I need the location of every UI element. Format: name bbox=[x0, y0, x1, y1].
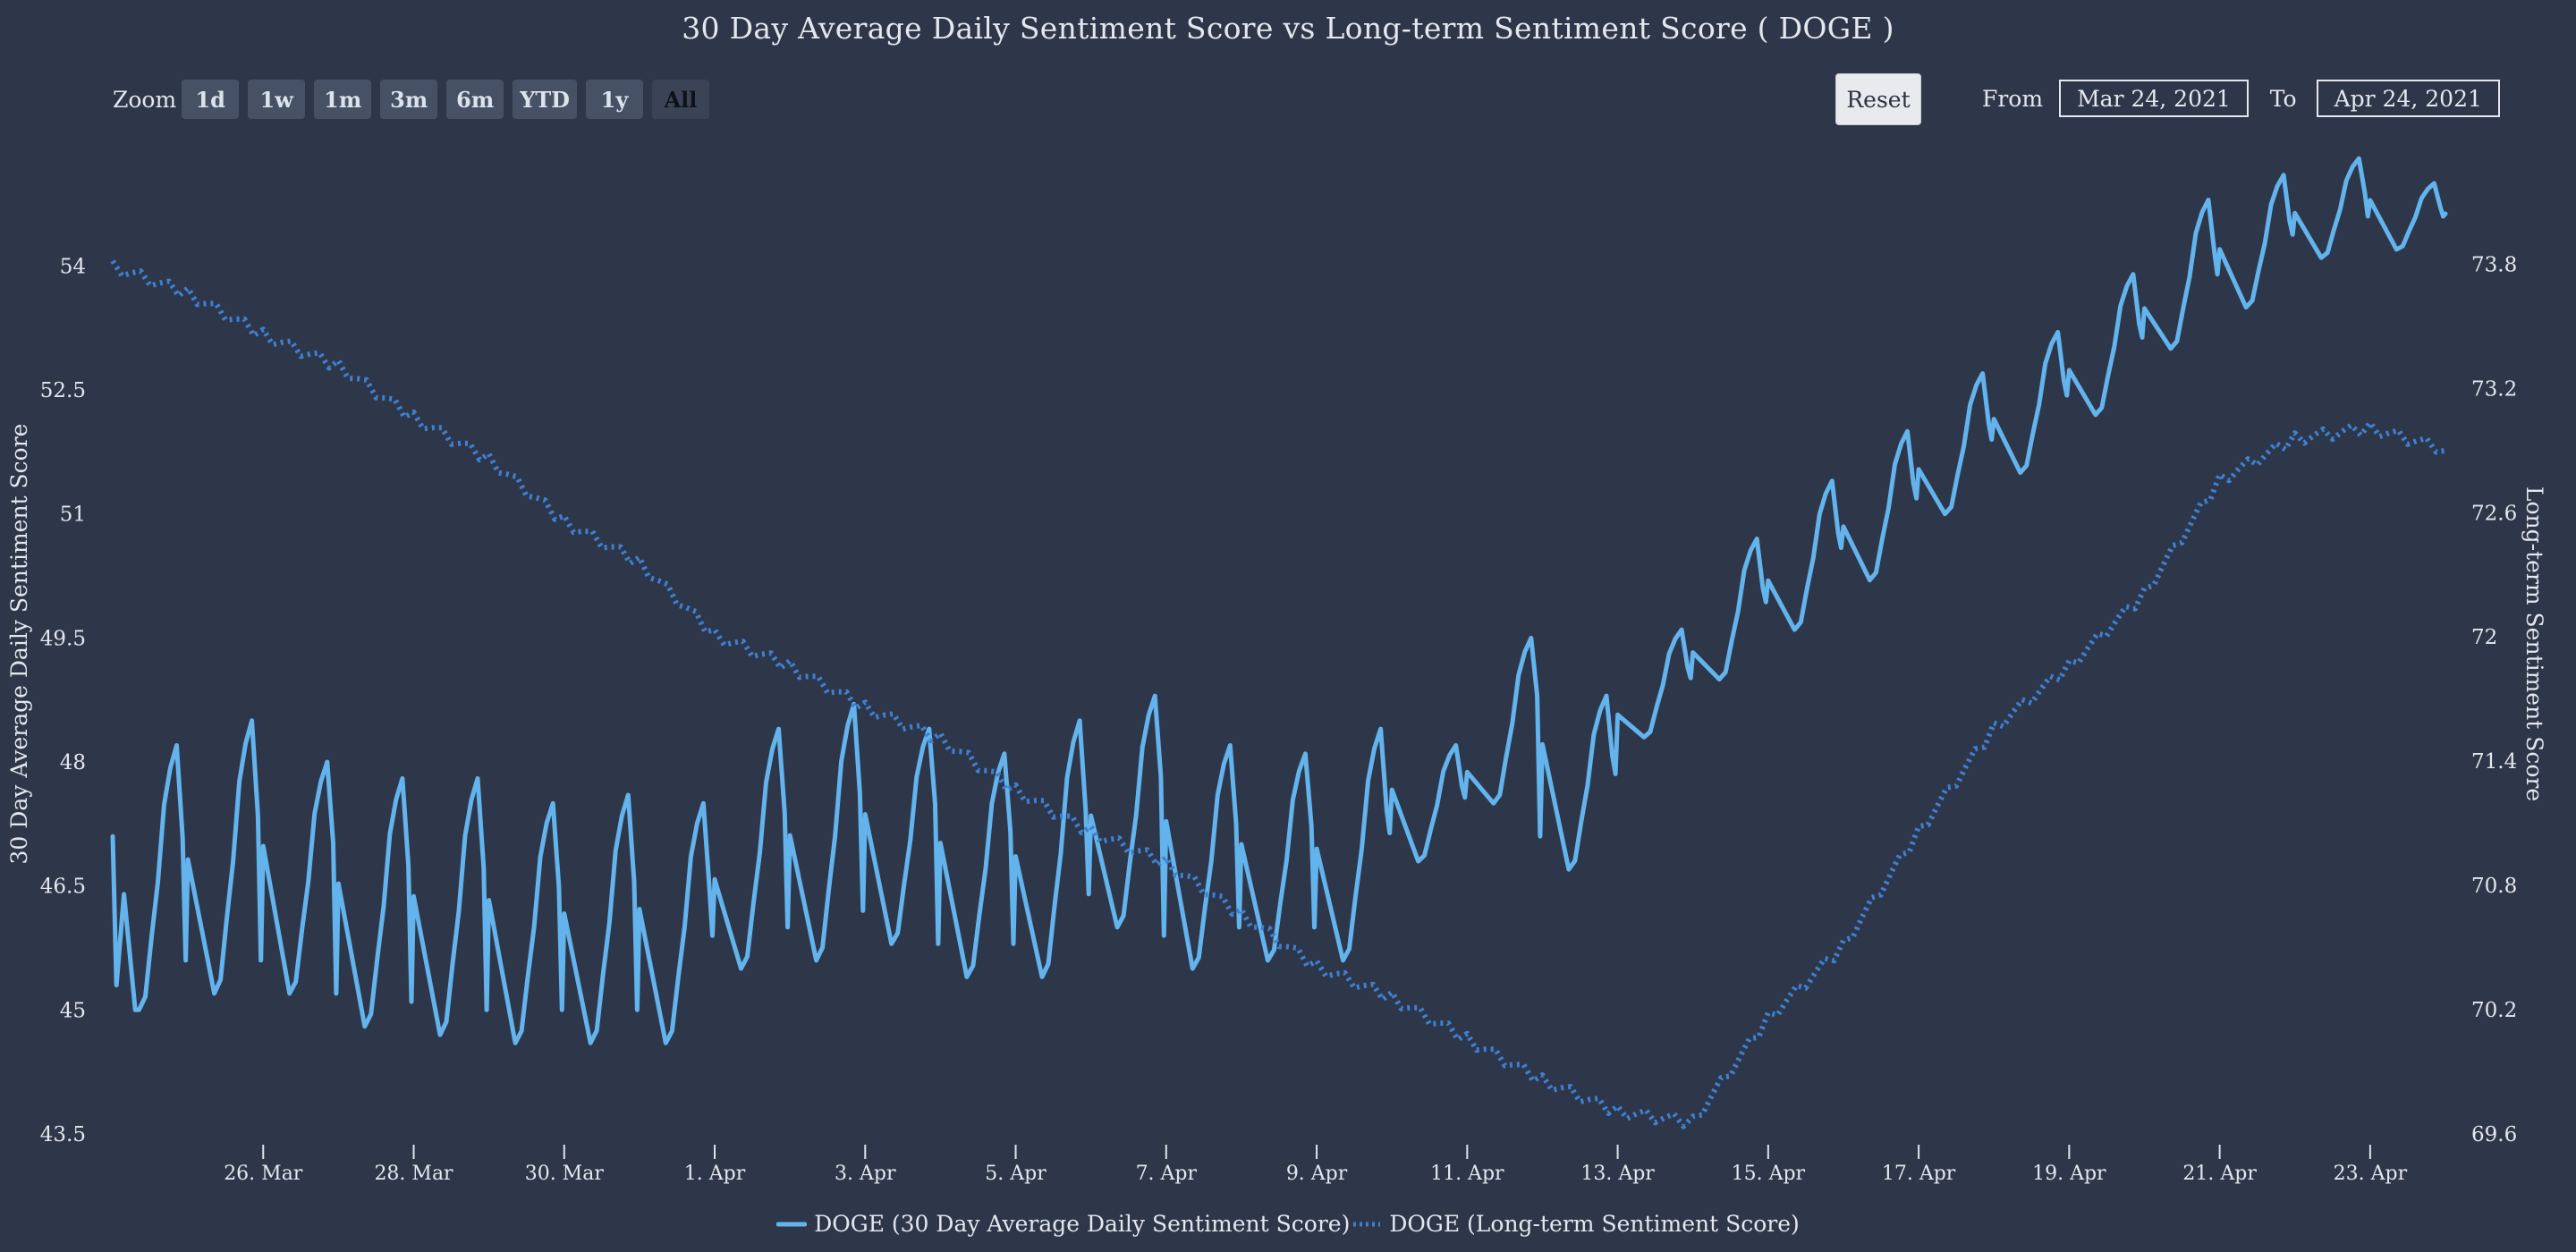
y-axis-right-title: Long-term Sentiment Score bbox=[2521, 486, 2547, 801]
y-axis-left-title: 30 Day Average Daily Sentiment Score bbox=[6, 424, 32, 865]
y-right-tick-label: 70.2 bbox=[2471, 999, 2517, 1022]
date-range-inputs: From Mar 24, 2021 To Apr 24, 2021 bbox=[1982, 79, 2500, 118]
x-tick-label: 19. Apr bbox=[2032, 1163, 2106, 1185]
legend-swatch-solid-icon bbox=[776, 1222, 808, 1226]
legend-label: DOGE (30 Day Average Daily Sentiment Sco… bbox=[814, 1211, 1351, 1237]
y-left-tick-label: 46.5 bbox=[40, 876, 86, 899]
series-line-long-term-sentiment[interactable] bbox=[110, 259, 2446, 1129]
from-label: From bbox=[1982, 85, 2044, 112]
zoom-1d-button[interactable]: 1d bbox=[182, 80, 240, 119]
y-right-tick-label: 70.8 bbox=[2471, 875, 2517, 898]
x-tick-label: 5. Apr bbox=[985, 1163, 1046, 1185]
x-tick-label: 1. Apr bbox=[684, 1163, 746, 1185]
chart-title: 30 Day Average Daily Sentiment Score vs … bbox=[682, 11, 1894, 46]
from-date-input[interactable]: Mar 24, 2021 bbox=[2059, 80, 2249, 117]
zoom-all-button[interactable]: All bbox=[652, 80, 709, 119]
to-label: To bbox=[2269, 85, 2297, 112]
range-selector: Zoom 1d 1w 1m 3m 6m YTD 1y All bbox=[113, 79, 718, 120]
legend-label: DOGE (Long-term Sentiment Score) bbox=[1389, 1211, 1800, 1237]
zoom-1m-button[interactable]: 1m bbox=[314, 80, 372, 119]
y-left-tick-label: 52.5 bbox=[40, 379, 86, 402]
y-left-tick-label: 45 bbox=[60, 999, 86, 1022]
y-right-tick-label: 71.4 bbox=[2471, 750, 2517, 774]
legend: DOGE (30 Day Average Daily Sentiment Sco… bbox=[0, 1211, 2576, 1237]
y-axis-right: 69.6 70.2 70.8 71.4 72 72.6 73.2 73.8 bbox=[2471, 253, 2517, 1146]
legend-swatch-dotted-icon bbox=[1353, 1222, 1381, 1226]
y-left-tick-label: 48 bbox=[60, 751, 86, 774]
x-tick-label: 30. Mar bbox=[525, 1163, 605, 1185]
legend-item-long-term-sentiment[interactable]: DOGE (Long-term Sentiment Score) bbox=[1352, 1211, 1800, 1237]
y-right-tick-label: 73.8 bbox=[2471, 253, 2517, 276]
zoom-1w-button[interactable]: 1w bbox=[248, 80, 306, 119]
y-left-tick-label: 51 bbox=[60, 503, 86, 527]
zoom-3m-button[interactable]: 3m bbox=[380, 80, 438, 119]
y-right-tick-label: 72.6 bbox=[2471, 502, 2517, 525]
series-layer bbox=[110, 156, 2448, 1129]
y-left-tick-label: 43.5 bbox=[40, 1123, 86, 1146]
zoom-ytd-button[interactable]: YTD bbox=[513, 80, 577, 119]
x-tick-label: 3. Apr bbox=[835, 1163, 896, 1185]
to-date-input[interactable]: Apr 24, 2021 bbox=[2316, 80, 2500, 117]
series-line-daily-sentiment[interactable] bbox=[110, 156, 2448, 1045]
x-axis: 26. Mar 28. Mar 30. Mar 1. Apr 3. Apr 5. Apr 7… bbox=[224, 1145, 2408, 1185]
x-tick-label: 26. Mar bbox=[224, 1163, 303, 1185]
y-right-tick-label: 69.6 bbox=[2471, 1123, 2517, 1146]
x-tick-label: 7. Apr bbox=[1136, 1163, 1198, 1185]
legend-item-daily-sentiment[interactable]: DOGE (30 Day Average Daily Sentiment Sco… bbox=[776, 1211, 1350, 1237]
x-tick-label: 15. Apr bbox=[1732, 1163, 1806, 1185]
y-right-tick-label: 73.2 bbox=[2471, 377, 2517, 401]
y-left-tick-label: 49.5 bbox=[40, 627, 86, 650]
x-tick-label: 17. Apr bbox=[1882, 1163, 1956, 1185]
zoom-1y-button[interactable]: 1y bbox=[586, 80, 643, 119]
x-tick-label: 13. Apr bbox=[1580, 1163, 1655, 1185]
zoom-6m-button[interactable]: 6m bbox=[446, 80, 504, 119]
x-tick-label: 28. Mar bbox=[374, 1163, 453, 1185]
x-tick-label: 11. Apr bbox=[1430, 1163, 1504, 1185]
x-tick-label: 9. Apr bbox=[1286, 1163, 1348, 1185]
reset-zoom-button[interactable]: Reset bbox=[1835, 73, 1921, 125]
x-tick-label: 21. Apr bbox=[2182, 1163, 2257, 1185]
zoom-label: Zoom bbox=[113, 86, 177, 113]
y-axis-left: 43.5 45 46.5 48 49.5 51 52.5 54 bbox=[40, 255, 86, 1146]
y-right-tick-label: 72 bbox=[2471, 626, 2497, 649]
x-tick-label: 23. Apr bbox=[2334, 1163, 2408, 1185]
y-left-tick-label: 54 bbox=[60, 255, 86, 278]
